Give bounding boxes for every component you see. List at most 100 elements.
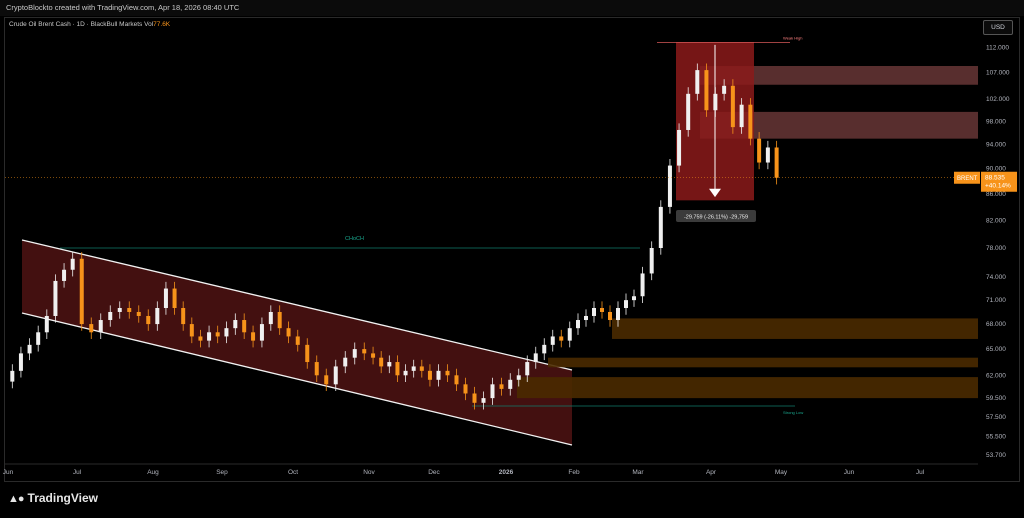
candle-body: [314, 362, 319, 376]
candle-body: [379, 357, 384, 367]
candle-body: [649, 247, 654, 274]
candle-body: [490, 384, 495, 399]
x-tick-label: 2026: [499, 469, 514, 476]
candle-body: [98, 320, 103, 333]
symbol-name: Crude Oil Brent Cash · 1D · BlackBull Ma…: [9, 21, 143, 28]
y-tick-label: 68.000: [986, 321, 1006, 328]
y-tick-label: 112.000: [986, 44, 1009, 51]
candle-body: [722, 85, 727, 94]
candle-body: [324, 375, 329, 385]
candle-body: [508, 379, 513, 389]
brand-label: TradingView: [27, 491, 98, 505]
candle-body: [713, 93, 718, 111]
candle-body: [44, 315, 49, 333]
candle-body: [362, 349, 367, 354]
candle-body: [295, 336, 300, 345]
candle-body: [305, 344, 310, 363]
candle-body: [436, 370, 441, 380]
candle-body: [251, 332, 256, 341]
measure-label: -29.759 (-26.11%) -29,759: [684, 215, 748, 221]
last-price-tag: [981, 171, 1017, 192]
y-tick-label: 62.000: [986, 372, 1006, 379]
candle-body: [550, 336, 555, 345]
candle-body: [516, 375, 521, 380]
candle-body: [616, 308, 620, 321]
x-tick-label: Dec: [428, 469, 440, 476]
candle-body: [89, 324, 94, 333]
candle-body: [352, 349, 357, 358]
candle-body: [542, 344, 547, 354]
candle-body: [155, 308, 160, 325]
candle-body: [117, 308, 122, 312]
last-price-label: 88.535: [985, 175, 1005, 182]
demand-zone-middle: [548, 357, 978, 368]
candle-body: [774, 147, 779, 178]
candle-body: [686, 93, 691, 130]
candle-body: [62, 269, 67, 281]
currency-button[interactable]: USD: [983, 20, 1013, 35]
measure-label-box: [676, 210, 756, 222]
volume-label: Vol: [144, 21, 154, 28]
footer: [0, 482, 1024, 518]
tradingview-mark-icon: ▲●: [8, 493, 25, 505]
candle-body: [624, 300, 628, 309]
x-tick-label: Jul: [73, 469, 82, 476]
y-tick-label: 82.000: [986, 217, 1006, 224]
candle-body: [592, 308, 596, 316]
candle-body: [233, 320, 238, 329]
y-tick-label: 53.700: [986, 452, 1006, 459]
x-tick-label: Aug: [147, 469, 159, 476]
y-tick-label: 57.500: [986, 414, 1006, 421]
candle-body: [286, 328, 291, 337]
candle-body: [695, 70, 700, 94]
candle-body: [667, 165, 672, 207]
candle-body: [136, 311, 141, 316]
candle-body: [765, 147, 770, 163]
candle-body: [268, 311, 273, 325]
candle-body: [189, 324, 194, 337]
candle-body: [127, 308, 132, 312]
candle-body: [427, 370, 432, 380]
y-tick-label: 107.000: [986, 70, 1010, 77]
candle-body: [387, 362, 392, 367]
symbol-tag-label: BRENT: [957, 176, 978, 182]
candle-body: [463, 384, 468, 394]
strong-low-label: Strong Low: [783, 410, 803, 415]
y-tick-label: 59.500: [986, 395, 1006, 402]
price-chart[interactable]: CHoCH Strong Low Weak High -29.759 (-26.11%…: [0, 0, 1024, 482]
candle-body: [658, 206, 663, 248]
y-tick-label: 98.000: [986, 118, 1006, 125]
symbol-tag: [954, 171, 980, 184]
candle-body: [748, 104, 753, 139]
x-tick-label: Jun: [3, 469, 14, 476]
candle-body: [27, 344, 32, 354]
candle-body: [146, 315, 151, 325]
last-price-change: +40.14%: [985, 183, 1011, 190]
candle-body: [419, 366, 424, 371]
candle-body: [333, 366, 338, 385]
candle-body: [70, 258, 75, 270]
candle-body: [181, 308, 186, 325]
candle-body: [640, 273, 645, 297]
x-tick-label: Sep: [216, 469, 228, 476]
candle-body: [757, 138, 762, 163]
choch-label: CHoCH: [345, 236, 364, 242]
tradingview-logo: ▲● TradingView: [8, 491, 98, 505]
candle-body: [481, 398, 486, 403]
candle-body: [677, 129, 682, 166]
candle-body: [559, 336, 564, 341]
candle-body: [10, 370, 15, 382]
candle-body: [739, 104, 744, 128]
candle-body: [163, 288, 168, 309]
candle-body: [53, 280, 58, 316]
x-tick-label: Jun: [844, 469, 855, 476]
volume-value: 77.6K: [153, 21, 171, 28]
candle-body: [730, 85, 735, 128]
candle-body: [198, 336, 203, 341]
y-tick-label: 65.000: [986, 346, 1006, 353]
chart-frame[interactable]: [4, 17, 1020, 482]
demand-zone-lower: [517, 377, 978, 399]
y-tick-label: 78.000: [986, 245, 1006, 252]
candle-body: [277, 311, 282, 329]
y-tick-label: 74.000: [986, 274, 1006, 281]
